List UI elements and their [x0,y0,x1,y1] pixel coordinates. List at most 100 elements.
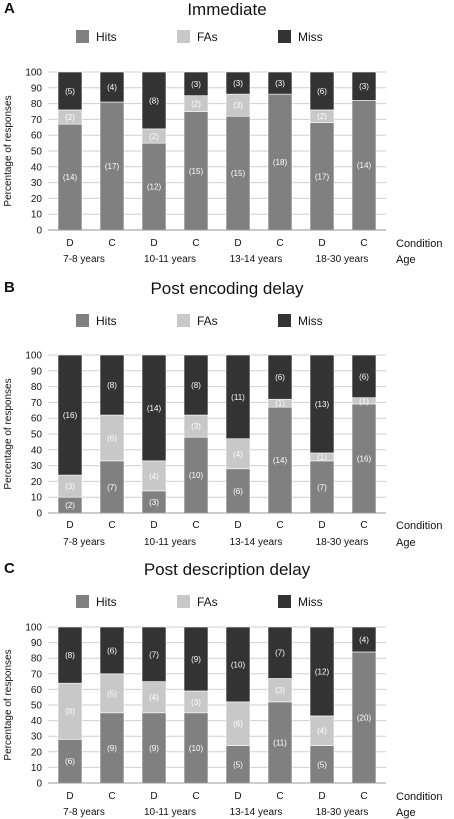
x-tick-label: D [66,520,73,531]
y-tick-label: 90 [31,638,43,649]
data-label: (3) [191,422,201,431]
chart-title: Post description delay [144,560,311,579]
data-label: (6) [275,373,285,382]
data-label: (14) [147,404,162,413]
data-label: (3) [359,82,369,91]
x-tick-label: D [234,791,241,802]
bar-segment-miss [309,354,335,454]
legend-label-fas: FAs [197,595,218,609]
data-label: (8) [191,381,201,390]
data-label: (9) [191,655,201,664]
x-tick-label: C [192,520,199,531]
data-label: (10) [189,471,204,480]
bar-segment-fas [141,460,167,492]
data-label: (1) [275,399,285,408]
x-tick-label: C [108,238,115,249]
data-label: (5) [233,760,243,769]
x-tick-label: D [66,791,73,802]
data-label: (11) [231,393,245,402]
y-tick-label: 20 [31,194,43,205]
y-tick-label: 20 [31,477,43,488]
x-tick-label: C [276,791,283,802]
bar-segment-miss [351,626,377,653]
y-tick-label: 0 [36,779,42,790]
y-tick-label: 10 [31,763,43,774]
y-tick-label: 0 [36,226,42,237]
data-label: (2) [65,113,75,122]
y-tick-label: 0 [36,509,42,520]
data-label: (3) [233,79,243,88]
x-tick-label: C [108,791,115,802]
data-label: (7) [149,650,159,659]
data-label: (16) [357,454,372,463]
bar-segment-fas [99,414,125,462]
legend-swatch-hits [76,30,89,43]
bar-segment-fas [225,701,251,746]
data-label: (8) [107,381,117,390]
y-tick-label: 70 [31,398,43,409]
data-label: (7) [317,483,327,492]
bar-segment-miss [183,626,209,692]
bar-segment-miss [225,71,251,95]
data-label: (9) [107,744,117,753]
bar-segment-miss [183,354,209,416]
legend-label-fas: FAs [197,314,218,328]
legend-swatch-hits [76,595,89,608]
data-label: (6) [317,87,327,96]
age-caption: Age [396,537,416,549]
y-tick-label: 100 [25,351,42,362]
group-label: 18-30 years [316,254,369,265]
data-label: (16) [63,411,78,420]
age-caption: Age [396,807,416,819]
legend-label-fas: FAs [197,30,218,44]
legend-swatch-fas [177,30,190,43]
y-tick-label: 50 [31,147,43,158]
panel-label: C [4,560,15,577]
group-label: 13-14 years [230,807,283,818]
legend-swatch-miss [278,314,291,327]
y-tick-label: 60 [31,685,43,696]
bar-segment-hits [183,712,209,784]
x-tick-label: D [318,791,325,802]
y-tick-label: 30 [31,461,43,472]
x-tick-label: D [66,238,73,249]
bar-segment-miss [183,71,209,97]
chart-title: Immediate [187,0,266,19]
data-label: (11) [273,738,287,747]
data-label: (1) [359,397,369,406]
bar-segment-hits [309,122,335,231]
data-label: (13) [315,400,330,409]
data-label: (2) [149,132,159,141]
y-tick-label: 60 [31,131,43,142]
y-tick-label: 30 [31,178,43,189]
data-label: (4) [233,450,243,459]
group-label: 7-8 years [63,537,105,548]
bar-segment-miss [225,626,251,703]
legend-label-miss: Miss [298,30,323,44]
data-label: (3) [149,498,159,507]
y-tick-label: 100 [25,68,42,79]
data-label: (3) [191,698,201,707]
data-label: (6) [65,757,75,766]
bar-segment-miss [309,626,335,717]
y-tick-label: 80 [31,382,43,393]
group-label: 10-11 years [144,807,196,818]
bar-segment-hits [57,123,83,231]
bar-segment-fas [309,715,335,746]
y-tick-label: 90 [31,83,43,94]
bar-segment-miss [141,626,167,682]
data-label: (3) [233,101,243,110]
group-label: 13-14 years [230,254,283,265]
data-label: (14) [63,173,78,182]
condition-caption: Condition [396,791,442,803]
x-tick-label: D [234,520,241,531]
bar-segment-miss [141,71,167,130]
data-label: (6) [233,487,243,496]
data-label: (7) [275,649,285,658]
legend-swatch-miss [278,30,291,43]
condition-caption: Condition [396,520,442,532]
x-tick-label: D [318,238,325,249]
data-label: (12) [147,183,162,192]
x-tick-label: C [360,791,367,802]
y-tick-label: 20 [31,747,43,758]
